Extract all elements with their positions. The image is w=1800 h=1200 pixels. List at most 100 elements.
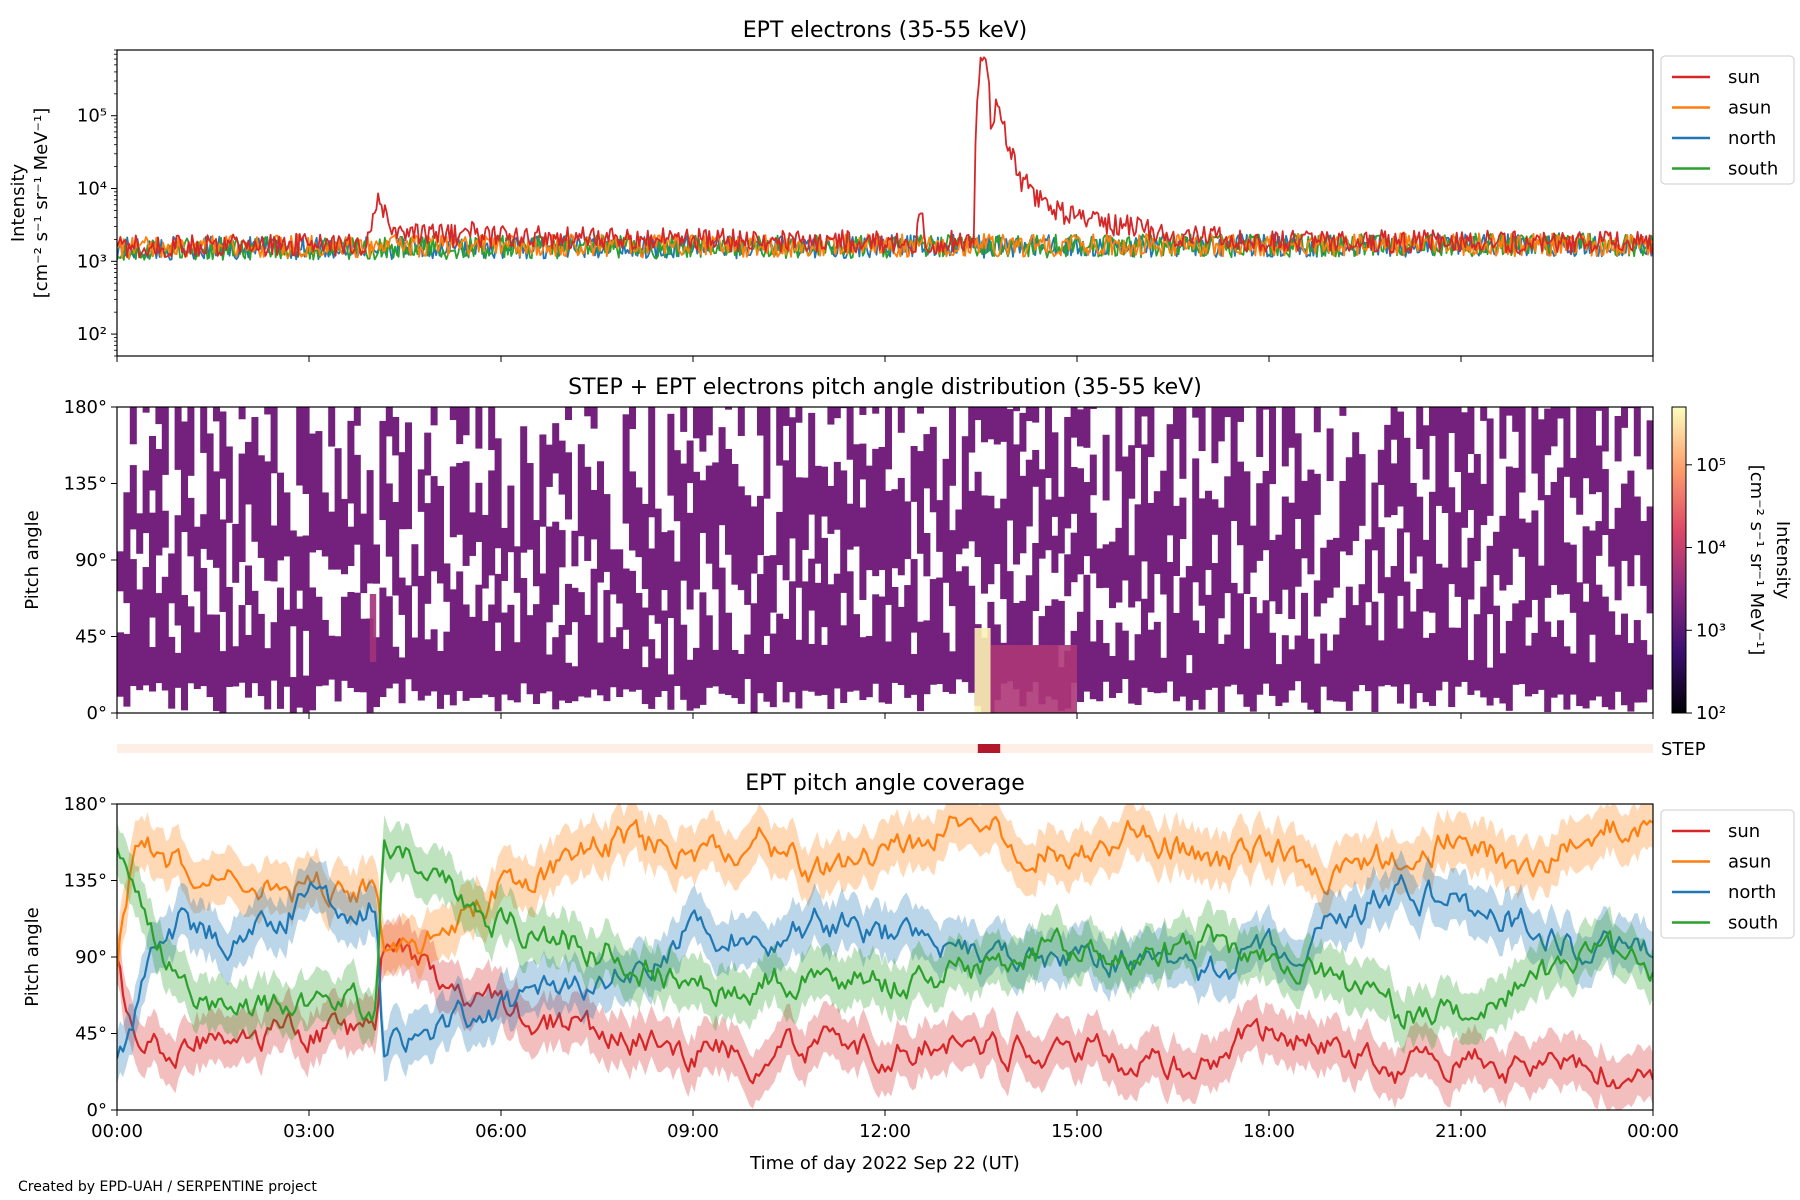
heatmap-cell (1416, 407, 1424, 449)
heatmap-cell (878, 446, 886, 570)
heatmap-cell (917, 407, 924, 414)
panel3-xtick-label: 09:00 (667, 1121, 719, 1142)
heatmap-cell (1403, 581, 1411, 685)
heatmap-cell (814, 582, 822, 696)
heatmap-cell (1173, 407, 1180, 439)
heatmap-cell (827, 584, 835, 710)
heatmap-cell (533, 520, 540, 587)
heatmap-cell (1224, 634, 1232, 687)
heatmap-cell (577, 444, 585, 537)
heatmap-cell (142, 470, 150, 534)
heatmap-cell (1141, 444, 1148, 562)
heatmap-cell (1089, 512, 1097, 574)
heatmap-cell (565, 583, 572, 635)
heatmap-cell (264, 648, 272, 710)
panel2-ylabel: Pitch angle (22, 510, 43, 609)
heatmap-cell (481, 514, 489, 589)
heatmap-cell (1429, 407, 1436, 436)
heatmap-cell (1537, 565, 1545, 690)
heatmap-cell (629, 407, 636, 430)
heatmap-cell (1211, 407, 1219, 464)
heatmap-cell (987, 407, 995, 440)
heatmap-cell (1601, 407, 1609, 452)
heatmap-cell (296, 407, 304, 486)
heatmap-cell (545, 654, 553, 692)
panel1-ytick-label: 10³ (77, 251, 107, 272)
heatmap-cell (302, 407, 310, 495)
heatmap-cell (1595, 407, 1603, 411)
heatmap-cell (1486, 667, 1494, 706)
heatmap-cell (1281, 635, 1289, 703)
heatmap-cell (149, 647, 156, 692)
heatmap-cell (1115, 407, 1123, 472)
heatmap-cell (1013, 407, 1020, 412)
heatmap-cell (744, 634, 752, 680)
heatmap-cell (1057, 496, 1065, 554)
heatmap-cell (865, 635, 873, 698)
heatmap-cell (392, 646, 400, 684)
heatmap-cell (680, 407, 688, 432)
heatmap-cell (1448, 627, 1456, 708)
heatmap-cell (1089, 454, 1097, 496)
heatmap-cell (430, 629, 438, 692)
heatmap-cell (661, 532, 668, 590)
heatmap-cell (1454, 407, 1462, 473)
heatmap-cell (699, 407, 707, 452)
heatmap-cell (142, 407, 150, 413)
heatmap-cell (1237, 593, 1244, 695)
heatmap-cell (174, 515, 182, 626)
heatmap-cell (590, 407, 598, 429)
heatmap-cell (1416, 588, 1424, 694)
heatmap-cell (808, 558, 816, 611)
heatmap-cell (1422, 539, 1430, 612)
heatmap-cell (1582, 407, 1590, 479)
heatmap-cell (1345, 586, 1353, 711)
panel3-legend: sun asun north south (1660, 809, 1795, 939)
panel1-legend-label-north: north (1728, 128, 1776, 149)
heatmap-cell (603, 590, 611, 702)
heatmap-cell (1333, 537, 1340, 588)
heatmap-cell (693, 647, 700, 709)
heatmap-cell (1550, 481, 1558, 586)
heatmap-cell (168, 553, 176, 604)
heatmap-cell (616, 627, 624, 698)
heatmap-cell (1128, 555, 1136, 608)
heatmap-cell (1115, 622, 1123, 694)
heatmap-cell (334, 636, 342, 702)
heatmap-cell (315, 431, 323, 551)
panel3-legend-label-north: north (1728, 882, 1776, 903)
heatmap-cell (302, 535, 310, 631)
heatmap-cell (923, 620, 931, 695)
heatmap-cell (1525, 645, 1532, 697)
heatmap-cell (1000, 407, 1008, 442)
heatmap-cell (910, 446, 918, 502)
heatmap-cell (1563, 646, 1571, 710)
heatmap-cell (321, 492, 329, 557)
heatmap-cell (1461, 567, 1468, 682)
heatmap-cell (769, 555, 777, 613)
heatmap-cell (827, 407, 835, 425)
heatmap-cell (161, 510, 169, 548)
panel2-ytick-label: 135° (64, 474, 107, 495)
heatmap-cell (405, 422, 412, 530)
heatmap-cell (1499, 407, 1507, 459)
heatmap-cell (1352, 432, 1360, 541)
panel3-legend-label-asun: asun (1728, 852, 1771, 873)
heatmap-cell (1467, 660, 1475, 695)
heatmap-cell (1512, 603, 1520, 685)
heatmap-cell (341, 596, 348, 681)
heatmap-cell (161, 407, 169, 475)
panel3-ytick-label: 0° (87, 1100, 107, 1121)
heatmap-cell (904, 501, 912, 560)
panel2-plot-area (117, 407, 1653, 713)
heatmap-cell (571, 587, 579, 623)
panel1-y-ticks: 10² 10³ 10⁴ 10⁵ (77, 49, 117, 357)
heatmap-cell (1077, 409, 1084, 447)
heatmap-cell (353, 454, 361, 545)
heatmap-cell (1390, 463, 1398, 515)
heatmap-cell (341, 498, 348, 575)
heatmap-cell (1025, 407, 1033, 422)
heatmap-cell (891, 489, 899, 569)
panel2-title: STEP + EPT electrons pitch angle distrib… (568, 375, 1202, 400)
series-line-asun (117, 232, 1653, 259)
